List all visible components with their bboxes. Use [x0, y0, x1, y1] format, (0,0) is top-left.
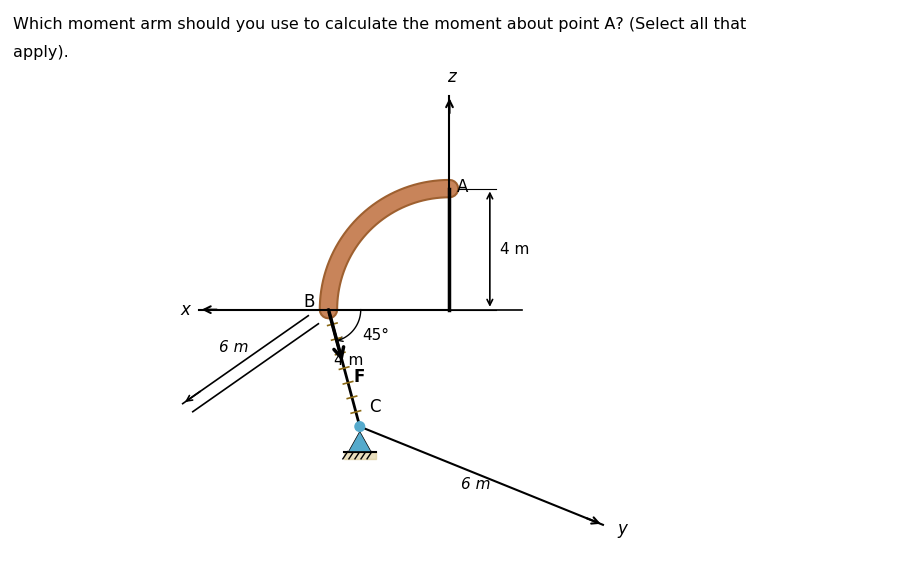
Text: F: F — [353, 368, 364, 386]
Polygon shape — [349, 431, 371, 452]
Text: 6 m: 6 m — [460, 477, 490, 492]
Text: A: A — [457, 177, 468, 195]
Text: z: z — [447, 68, 456, 86]
Circle shape — [355, 422, 365, 431]
Text: apply).: apply). — [13, 45, 69, 60]
Text: 45°: 45° — [362, 328, 389, 343]
Text: Which moment arm should you use to calculate the moment about point A? (Select a: Which moment arm should you use to calcu… — [13, 17, 747, 32]
Text: x: x — [181, 301, 191, 319]
Text: C: C — [369, 399, 380, 417]
Text: B: B — [303, 293, 315, 311]
Text: 4 m: 4 m — [500, 242, 530, 257]
Text: 4 m: 4 m — [334, 352, 363, 368]
Text: 6 m: 6 m — [218, 340, 248, 355]
Text: y: y — [617, 520, 627, 538]
